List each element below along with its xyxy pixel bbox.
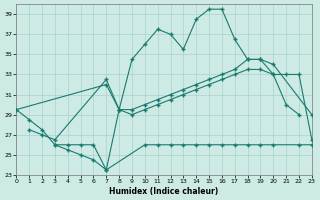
X-axis label: Humidex (Indice chaleur): Humidex (Indice chaleur) bbox=[109, 187, 219, 196]
